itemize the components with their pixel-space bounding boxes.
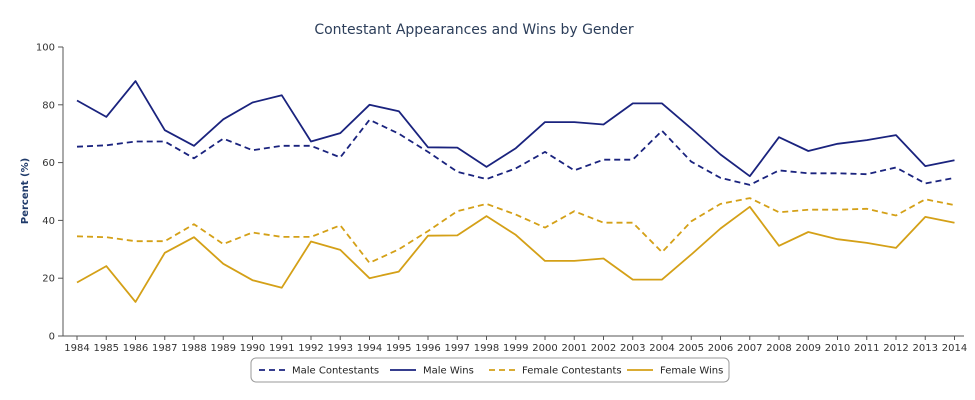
x-tick-label: 2007 [737, 343, 762, 354]
x-tick-label: 1995 [386, 343, 411, 354]
x-tick-label: 1997 [445, 343, 470, 354]
x-tick-label: 1990 [240, 343, 265, 354]
x-tick-label: 1986 [123, 343, 148, 354]
y-tick-label: 0 [49, 332, 55, 343]
x-tick-label: 1999 [503, 343, 528, 354]
chart-title: Contestant Appearances and Wins by Gende… [314, 22, 634, 38]
x-tick-label: 2005 [679, 343, 704, 354]
x-tick-label: 2004 [649, 343, 674, 354]
x-tick-label: 1994 [357, 343, 382, 354]
x-tick-label: 2008 [766, 343, 791, 354]
x-tick-label: 1988 [181, 343, 206, 354]
legend-label[interactable]: Male Contestants [292, 366, 379, 377]
y-tick-label: 60 [42, 158, 55, 169]
x-tick-label: 2011 [854, 343, 879, 354]
x-tick-label: 2013 [913, 343, 938, 354]
x-tick-label: 2003 [620, 343, 645, 354]
x-tick-label: 2014 [942, 343, 967, 354]
series-female-contestants-line [76, 197, 955, 264]
legend-label[interactable]: Male Wins [423, 366, 474, 377]
x-tick-label: 1993 [328, 343, 353, 354]
x-tick-label: 1987 [152, 343, 177, 354]
y-tick-label: 100 [36, 43, 55, 54]
x-tick-label: 2002 [591, 343, 616, 354]
x-tick-label: 1996 [415, 343, 440, 354]
legend-label[interactable]: Female Contestants [522, 366, 622, 377]
x-tick-label: 2000 [532, 343, 557, 354]
x-tick-label: 1991 [269, 343, 294, 354]
x-tick-label: 1998 [474, 343, 499, 354]
x-tick-label: 2010 [825, 343, 850, 354]
y-axis-label: Percent (%) [20, 158, 31, 224]
x-tick-label: 1984 [64, 343, 89, 354]
x-tick-label: 1992 [298, 343, 323, 354]
x-tick-label: 2012 [883, 343, 908, 354]
y-tick-label: 40 [42, 216, 55, 227]
x-tick-label: 2006 [708, 343, 733, 354]
series-male-wins-line [76, 80, 955, 178]
axes: 0 20 40 60 80 100 1984 1985 1986 1987 1988 1989 1990… [36, 43, 967, 355]
series-male-contestants-line [76, 118, 955, 186]
legend-label[interactable]: Female Wins [660, 366, 723, 377]
x-tick-label: 2001 [562, 343, 587, 354]
series-layer [76, 80, 955, 303]
x-tick-label: 2009 [796, 343, 821, 354]
x-tick-label: 1989 [211, 343, 236, 354]
y-tick-label: 20 [42, 274, 55, 285]
x-tick-label: 1985 [94, 343, 119, 354]
y-tick-label: 80 [42, 100, 55, 111]
legend: Male Contestants Male Wins Female Contesta… [250, 357, 730, 383]
series-female-wins-line [76, 205, 955, 303]
